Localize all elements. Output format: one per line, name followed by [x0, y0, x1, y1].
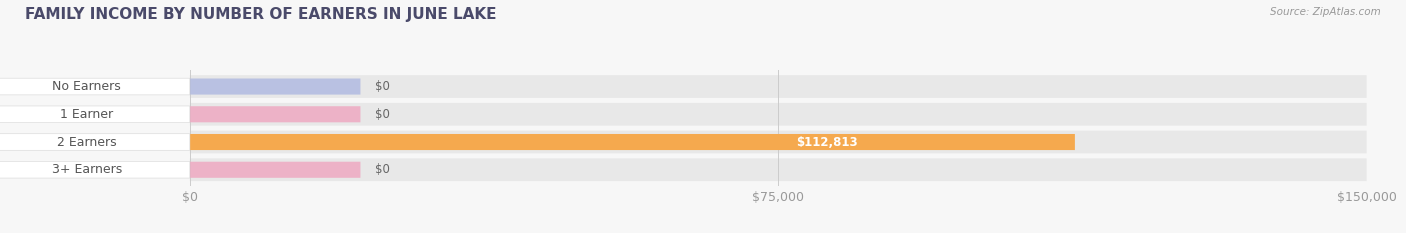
FancyBboxPatch shape — [0, 78, 190, 95]
Text: No Earners: No Earners — [52, 80, 121, 93]
Text: $0: $0 — [374, 108, 389, 121]
FancyBboxPatch shape — [0, 161, 190, 178]
FancyBboxPatch shape — [190, 75, 1367, 98]
FancyBboxPatch shape — [190, 131, 1367, 153]
FancyBboxPatch shape — [0, 106, 190, 123]
Text: 3+ Earners: 3+ Earners — [52, 163, 122, 176]
Text: $112,813: $112,813 — [796, 136, 858, 148]
FancyBboxPatch shape — [190, 158, 1367, 181]
FancyBboxPatch shape — [190, 79, 360, 95]
Text: Source: ZipAtlas.com: Source: ZipAtlas.com — [1270, 7, 1381, 17]
Text: FAMILY INCOME BY NUMBER OF EARNERS IN JUNE LAKE: FAMILY INCOME BY NUMBER OF EARNERS IN JU… — [25, 7, 496, 22]
Text: 1 Earner: 1 Earner — [60, 108, 114, 121]
FancyBboxPatch shape — [190, 106, 360, 122]
FancyBboxPatch shape — [190, 103, 1367, 126]
FancyBboxPatch shape — [0, 134, 190, 150]
FancyBboxPatch shape — [190, 134, 1074, 150]
Text: $0: $0 — [374, 80, 389, 93]
FancyBboxPatch shape — [190, 162, 360, 178]
Text: 2 Earners: 2 Earners — [58, 136, 117, 148]
Text: $0: $0 — [374, 163, 389, 176]
